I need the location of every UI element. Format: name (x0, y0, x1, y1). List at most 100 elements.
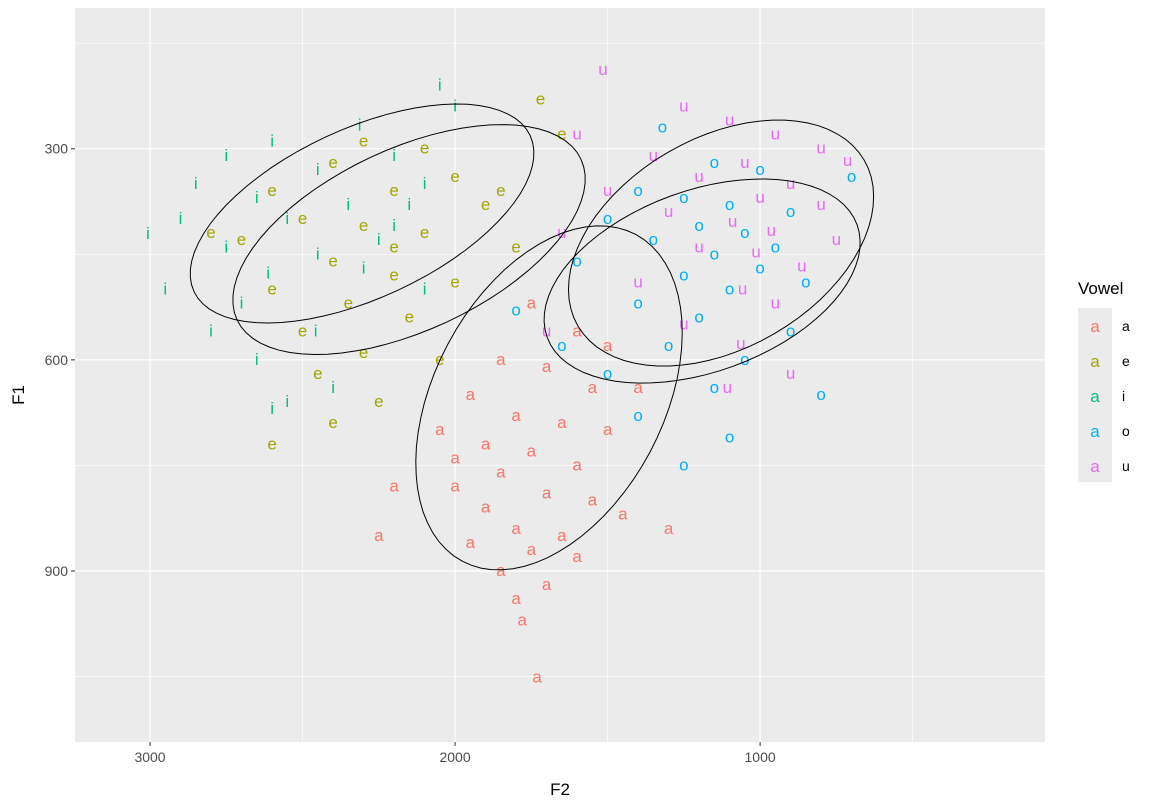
ellipse-a (415, 225, 683, 571)
point-a: a (542, 575, 552, 594)
ellipse-o (543, 178, 861, 384)
point-a: a (435, 420, 445, 439)
point-u: u (723, 378, 732, 397)
point-u: u (725, 111, 734, 130)
point-u: u (767, 221, 776, 240)
axes: 3000 2000 1000 300 600 900 (45, 141, 776, 765)
ellipse-u (567, 119, 875, 367)
point-a: a (511, 589, 521, 608)
legend-key-e: a (1090, 352, 1100, 371)
point-i: i (285, 392, 289, 411)
gridlines (75, 8, 1045, 742)
point-e: e (557, 125, 566, 144)
point-a: a (527, 540, 537, 559)
point-o: o (710, 378, 719, 397)
point-o: o (755, 160, 764, 179)
point-i: i (209, 322, 213, 341)
point-o: o (740, 223, 749, 242)
point-u: u (797, 256, 806, 275)
point-i: i (407, 195, 411, 214)
point-u: u (771, 294, 780, 313)
point-e: e (344, 294, 353, 313)
point-e: e (405, 308, 414, 327)
point-i: i (331, 378, 335, 397)
point-i: i (266, 263, 270, 282)
point-a: a (527, 294, 537, 313)
point-a: a (557, 413, 567, 432)
point-o: o (679, 455, 688, 474)
point-a: a (496, 463, 506, 482)
point-u: u (816, 195, 825, 214)
point-u: u (542, 322, 551, 341)
point-o: o (801, 273, 810, 292)
point-e: e (298, 209, 307, 228)
point-u: u (679, 315, 688, 334)
point-e: e (450, 273, 459, 292)
point-o: o (679, 188, 688, 207)
point-a: a (481, 434, 491, 453)
point-e: e (420, 139, 429, 158)
point-o: o (557, 336, 566, 355)
x-tick-label: 1000 (745, 749, 776, 765)
point-a: a (588, 491, 598, 510)
y-axis-title: F1 (9, 385, 28, 405)
point-i: i (240, 294, 244, 313)
point-e: e (374, 392, 383, 411)
point-a: a (532, 667, 542, 686)
point-e: e (359, 132, 368, 151)
point-a: a (511, 406, 521, 425)
point-a: a (450, 448, 460, 467)
point-u: u (843, 151, 852, 170)
plot-panel (75, 8, 1045, 742)
x-axis-title: F2 (550, 780, 570, 799)
point-u: u (832, 230, 841, 249)
point-u: u (603, 181, 612, 200)
legend-title: Vowel (1078, 279, 1123, 298)
point-o: o (649, 230, 658, 249)
point-e: e (298, 322, 307, 341)
point-i: i (255, 350, 259, 369)
point-a: a (557, 526, 567, 545)
point-o: o (664, 336, 673, 355)
point-i: i (179, 209, 183, 228)
point-a: a (633, 378, 643, 397)
point-i: i (392, 216, 396, 235)
point-e: e (389, 181, 398, 200)
legend-label-u: u (1122, 458, 1130, 474)
point-i: i (224, 146, 228, 165)
point-i: i (316, 160, 320, 179)
point-a: a (450, 477, 460, 496)
point-a: a (496, 350, 506, 369)
point-o: o (633, 406, 642, 425)
point-e: e (420, 223, 429, 242)
point-u: u (786, 364, 795, 383)
point-e: e (450, 167, 459, 186)
point-e: e (359, 343, 368, 362)
confidence-ellipses (189, 103, 875, 571)
legend-key-i: a (1090, 387, 1100, 406)
point-e: e (536, 90, 545, 109)
point-a: a (572, 322, 582, 341)
point-u: u (755, 188, 764, 207)
point-e: e (389, 237, 398, 256)
legend-key-a: a (1090, 317, 1100, 336)
point-u: u (598, 60, 607, 79)
point-e: e (328, 153, 337, 172)
point-e: e (237, 230, 246, 249)
point-e: e (496, 181, 505, 200)
point-o: o (710, 244, 719, 263)
point-a: a (603, 420, 613, 439)
point-i: i (346, 195, 350, 214)
point-u: u (664, 202, 673, 221)
legend-label-a: a (1122, 318, 1130, 334)
point-e: e (328, 413, 337, 432)
point-o: o (740, 350, 749, 369)
legend-label-o: o (1122, 423, 1130, 439)
point-o: o (725, 427, 734, 446)
point-u: u (649, 146, 658, 165)
point-o: o (572, 251, 581, 270)
point-o: o (633, 181, 642, 200)
y-tick-label: 300 (45, 141, 69, 157)
point-u: u (751, 242, 760, 261)
